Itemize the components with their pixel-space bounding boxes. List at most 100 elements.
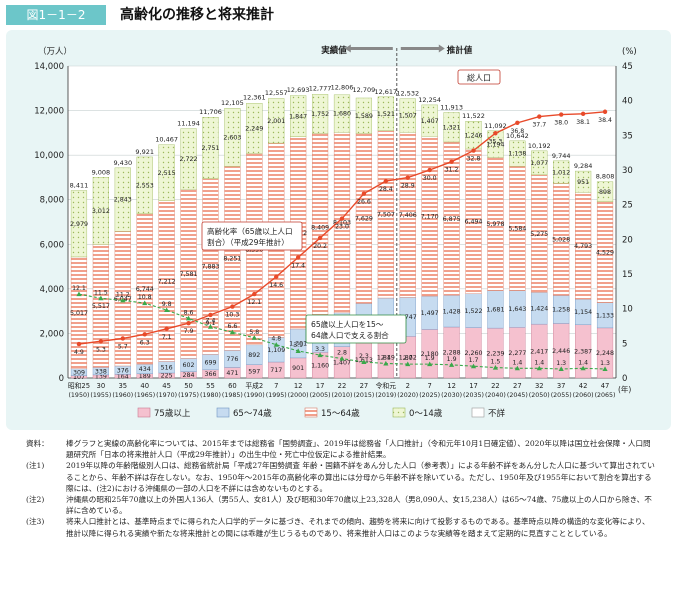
x-tick-year-label: (2015) (353, 392, 374, 399)
bar-value-label: 1,681 (486, 307, 504, 314)
x-tick-year-label: (2020) (397, 392, 418, 399)
bar-value-label: 7,406 (399, 212, 417, 219)
bar-value-label: 2,722 (180, 156, 198, 163)
aging-callout-box (201, 221, 303, 251)
aging-rate-label: 6.3 (140, 339, 150, 346)
bar-value-label: 1,077 (530, 160, 548, 167)
bar-segment (246, 103, 263, 154)
aging-rate-label: 10.3 (226, 312, 240, 319)
bar-value-label: 338 (95, 368, 107, 375)
bar-segment (92, 177, 109, 245)
support-ratio-point (251, 335, 257, 340)
bar-value-label: 6,494 (465, 219, 483, 226)
support-ratio-point (273, 342, 279, 347)
bar-value-label: 2,515 (158, 170, 176, 177)
figure-header: 図1－1－2 高齢化の推移と将来推計 (0, 0, 677, 28)
bar-segment (487, 130, 504, 158)
x-tick-label: 17 (469, 382, 478, 390)
support-ratio-point (492, 365, 499, 370)
y-tick-label: 10,000 (34, 151, 64, 161)
aging-rate-point (339, 216, 345, 221)
aging-rate-point (427, 167, 432, 173)
x-tick-year-label: (1975) (178, 392, 199, 399)
bar-value-label: 717 (270, 367, 282, 374)
bar-value-label: 8,103 (333, 220, 351, 227)
support-callout-text-2: 64歳人口で支える割合 (311, 330, 389, 340)
note-head: (注3) (26, 517, 45, 527)
bar-value-label: 2,417 (530, 348, 548, 355)
bar-total-label: 12,777 (309, 84, 332, 92)
aging-callout-text-2: 割合）（平成29年推計） (207, 237, 289, 247)
bar-value-label: 1,138 (508, 151, 526, 158)
aging-rate-label: 36.8 (510, 128, 524, 135)
bar-total-label: 9,284 (574, 162, 593, 170)
y-right-axis-unit: (%) (622, 47, 637, 57)
legend-swatch (471, 407, 485, 418)
bar-value-label: 1,133 (596, 312, 614, 319)
x-tick-year-label: (1985) (222, 392, 243, 399)
bar-total-label: 12,709 (353, 86, 376, 94)
support-ratio-point (317, 352, 323, 358)
bar-value-label: 5,584 (508, 226, 526, 233)
support-ratio-label: 2.1 (381, 354, 391, 361)
bar-total-label: 12,806 (331, 84, 354, 92)
support-ratio-point (536, 365, 542, 371)
figure-label: 図1－1－2 (6, 5, 106, 25)
x-tick-label: 22 (338, 382, 347, 390)
bar-total-label: 11,194 (177, 120, 200, 128)
y-tick-label: 0 (59, 374, 64, 384)
aging-rate-point (317, 235, 323, 241)
aging-rate-point (98, 339, 104, 344)
support-ratio-point (405, 361, 411, 367)
aging-rate-point (208, 312, 213, 318)
support-ratio-label: 4.8 (271, 336, 281, 343)
bar-total-label: 12,105 (221, 99, 244, 107)
support-ratio-point (229, 329, 235, 335)
bar-value-label: 892 (248, 352, 260, 359)
x-tick-year-label: (1955) (90, 392, 111, 399)
bar-value-label: 2,446 (552, 348, 570, 355)
bar-value-label: 1,752 (311, 111, 329, 118)
bar-total-label: 8,411 (70, 182, 89, 190)
bar-value-label: 1,847 (289, 113, 307, 120)
aging-rate-point (515, 120, 520, 126)
support-ratio-label: 8.6 (184, 309, 194, 316)
actual-label: 実績値 (321, 45, 347, 56)
bar-segment (421, 104, 438, 137)
support-ratio-label: 11.2 (116, 291, 130, 298)
support-ratio-point (449, 362, 455, 367)
bar-value-label: 901 (292, 365, 304, 372)
y-tick-label: 6,000 (40, 240, 64, 250)
bar-value-label: 471 (226, 370, 238, 377)
bar-value-label: 1,160 (311, 362, 329, 369)
bar-value-label: 434 (139, 366, 151, 373)
bar-value-label: 1,407 (333, 360, 351, 367)
note-head: (注2) (26, 495, 45, 505)
bar-value-label: 376 (117, 367, 129, 374)
total-callout-text: 総人口 (467, 73, 491, 83)
support-ratio-point (207, 324, 214, 329)
note-head: 資料： (26, 439, 49, 448)
bar-segment (333, 94, 351, 133)
x-tick-label: 30 (97, 382, 106, 390)
actual-arrow (344, 44, 393, 53)
support-ratio-label: 1.4 (534, 359, 544, 366)
bar-value-label: 1,407 (421, 118, 439, 125)
bar-value-label: 951 (577, 179, 589, 186)
projection-arrow (400, 44, 445, 53)
y-tick-label: 8,000 (40, 196, 64, 206)
x-tick-year-label: (2035) (463, 392, 484, 399)
bar-value-label: 225 (161, 373, 173, 380)
note-body: 沖縄県の昭和25年70歳以上の外国人136人（男55人、女81人）及び昭和30年… (66, 495, 652, 516)
bar-value-label: 366 (204, 371, 216, 378)
aging-rate-point (252, 291, 257, 297)
support-ratio-point (427, 361, 433, 367)
bar-segment (596, 181, 614, 202)
total-callout-box (457, 69, 501, 85)
bar-segment (224, 108, 241, 167)
support-callout-box (305, 314, 407, 344)
support-ratio-point (361, 359, 367, 365)
x-tick-label: 40 (140, 382, 149, 390)
bar-value-label: 2,979 (70, 221, 88, 228)
bar-value-label: 2,751 (201, 145, 219, 152)
